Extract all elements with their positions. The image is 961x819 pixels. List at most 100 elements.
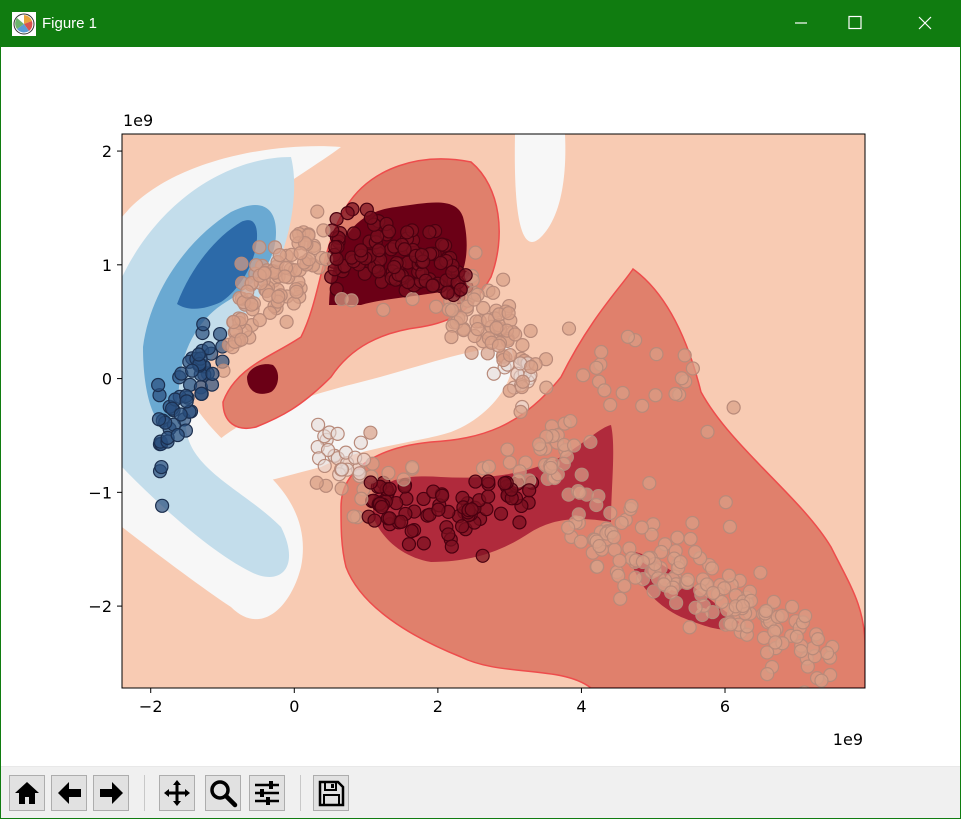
scatter-point: [464, 502, 479, 517]
scatter-point: [277, 269, 292, 284]
scatter-point: [496, 272, 511, 287]
scatter-point: [194, 386, 209, 401]
scatter-point: [784, 599, 800, 614]
scatter-point: [635, 554, 651, 570]
minimize-icon: [795, 22, 807, 24]
scatter-point: [721, 568, 737, 583]
scatter-point: [714, 594, 729, 610]
scatter-point: [444, 539, 459, 554]
scatter-point: [289, 229, 304, 244]
window-titlebar[interactable]: Figure 1: [0, 0, 961, 47]
scatter-point: [179, 394, 194, 409]
scatter-point: [491, 338, 507, 353]
scatter-point: [810, 632, 826, 647]
scatter-point: [470, 321, 485, 337]
scatter-point: [467, 292, 482, 307]
scatter-point: [531, 437, 547, 452]
scatter-point: [371, 264, 386, 279]
scatter-point: [286, 296, 301, 311]
window-title: Figure 1: [42, 15, 98, 32]
y-tick-label: 2: [102, 142, 112, 161]
matplotlib-icon: [12, 12, 36, 36]
scatter-point: [404, 524, 419, 539]
scatter-point: [682, 620, 697, 635]
minimize-button[interactable]: [778, 0, 824, 47]
scatter-point: [252, 313, 267, 328]
scatter-point: [685, 515, 700, 531]
scatter-point: [352, 466, 367, 481]
scatter-point: [583, 434, 598, 449]
scatter-point: [648, 388, 663, 403]
scatter-point: [310, 417, 326, 432]
scatter-point: [394, 514, 409, 529]
scatter-point: [329, 251, 344, 266]
scatter-point: [635, 398, 650, 413]
figure-canvas[interactable]: −2 0 2 4 6 −2 −1 0 1 2 1e9 1e9: [1, 47, 960, 766]
scatter-point: [753, 565, 768, 580]
scatter-point: [440, 285, 455, 300]
scatter-point: [606, 530, 622, 545]
scatter-point: [370, 229, 385, 244]
scatter-point: [173, 407, 188, 422]
scatter-point: [196, 317, 211, 332]
scatter-point: [191, 347, 206, 362]
scatter-point: [444, 329, 459, 345]
scatter-point: [262, 305, 278, 320]
scatter-point: [493, 506, 509, 521]
scatter-point: [668, 386, 683, 402]
scatter-point: [556, 456, 571, 471]
scatter-point: [589, 497, 604, 513]
scatter-point: [363, 210, 378, 225]
scatter-point: [435, 488, 450, 503]
home-button[interactable]: [9, 775, 45, 811]
scatter-point: [759, 645, 775, 660]
scatter-point: [489, 320, 504, 336]
forward-button[interactable]: [93, 775, 129, 811]
scatter-point: [592, 538, 607, 554]
scatter-point: [400, 225, 415, 240]
toolbar-separator: [300, 775, 301, 811]
white-level-right: [514, 134, 566, 242]
scatter-point: [497, 476, 512, 491]
scatter-point: [397, 242, 412, 257]
scatter-point: [316, 223, 331, 238]
scatter-point: [367, 513, 382, 528]
window-border-left: [0, 47, 1, 819]
scatter-point: [485, 285, 501, 300]
scatter-point: [320, 442, 336, 458]
scatter-point: [575, 368, 591, 383]
close-button[interactable]: [902, 0, 948, 47]
scatter-point: [151, 377, 166, 393]
x-offset-label: 1e9: [833, 730, 863, 749]
scatter-point: [422, 225, 437, 240]
scatter-point: [444, 303, 460, 318]
scatter-point: [334, 462, 350, 477]
floppy-icon: [318, 780, 345, 807]
scatter-point: [155, 498, 170, 513]
pan-button[interactable]: [159, 775, 195, 811]
scatter-point: [205, 366, 220, 381]
scatter-point: [330, 426, 345, 441]
scatter-point: [819, 645, 835, 661]
scatter-point: [683, 531, 698, 547]
scatter-point: [309, 475, 324, 490]
zoom-button[interactable]: [205, 775, 241, 811]
scatter-point: [642, 476, 657, 491]
scatter-point: [774, 608, 790, 623]
scatter-point: [428, 299, 444, 314]
scatter-point: [522, 483, 537, 498]
scatter-point: [502, 348, 518, 363]
y-tick-label: 1: [102, 256, 112, 275]
close-icon: [918, 16, 932, 30]
back-button[interactable]: [51, 775, 87, 811]
maximize-button[interactable]: [832, 0, 878, 47]
scatter-point: [356, 452, 372, 467]
scatter-point: [561, 520, 576, 535]
configure-subplots-button[interactable]: [249, 775, 285, 811]
scatter-point: [723, 617, 738, 632]
scatter-point: [441, 527, 456, 542]
scatter-point: [573, 534, 589, 549]
move-icon: [164, 780, 190, 806]
scatter-point: [354, 491, 369, 506]
save-button[interactable]: [313, 775, 349, 811]
